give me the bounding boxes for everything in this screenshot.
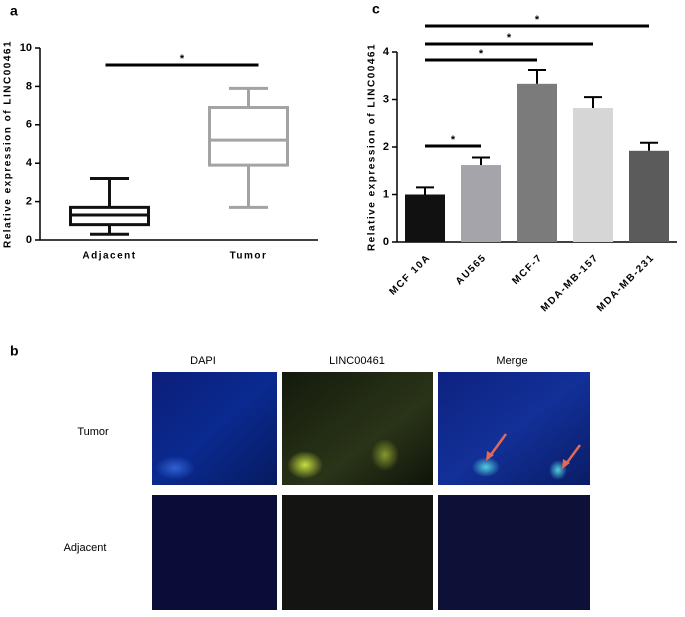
significance-label: * bbox=[535, 14, 540, 26]
x-tick-label: MDA-MB-231 bbox=[595, 252, 657, 314]
x-tick-label: MDA-MB-157 bbox=[539, 252, 601, 314]
y-tick-label: 3 bbox=[383, 93, 389, 105]
y-tick-label: 4 bbox=[383, 46, 390, 58]
y-tick-label: 6 bbox=[26, 119, 32, 131]
arrow bbox=[564, 444, 582, 465]
significance-label: * bbox=[451, 134, 456, 146]
x-tick-label: Adjacent bbox=[82, 251, 136, 262]
column-label: DAPI bbox=[190, 355, 216, 367]
image-dapi-adjacent bbox=[152, 495, 277, 610]
box bbox=[208, 106, 289, 167]
arrow-head bbox=[486, 451, 494, 461]
x-tick-label: AU565 bbox=[454, 252, 489, 287]
image-detail bbox=[472, 457, 500, 477]
panel-label: b bbox=[10, 343, 19, 359]
image-detail bbox=[287, 451, 323, 479]
column-label: Merge bbox=[496, 355, 527, 367]
image-detail bbox=[371, 439, 399, 471]
image-merge-tumor bbox=[438, 372, 590, 485]
bar bbox=[629, 150, 669, 242]
panel-label: c bbox=[372, 1, 380, 17]
y-tick-label: 2 bbox=[26, 196, 32, 208]
panel-label: a bbox=[10, 3, 18, 19]
image-detail bbox=[155, 456, 195, 480]
bar bbox=[461, 165, 501, 242]
y-axis-label: Relative expression of LINC00461 bbox=[367, 43, 378, 251]
y-tick-label: 0 bbox=[383, 236, 389, 248]
y-tick-label: 10 bbox=[20, 42, 32, 54]
image-linc-adjacent bbox=[282, 495, 433, 610]
y-tick-label: 8 bbox=[26, 80, 32, 92]
y-tick-label: 2 bbox=[383, 141, 389, 153]
x-tick-label: MCF 10A bbox=[388, 252, 433, 297]
y-tick-label: 1 bbox=[383, 188, 389, 200]
x-tick-label: MCF-7 bbox=[510, 252, 545, 287]
bar bbox=[517, 83, 557, 242]
y-axis-label: Relative expression of LINC00461 bbox=[3, 40, 14, 248]
bar bbox=[573, 108, 613, 242]
arrow-head bbox=[562, 459, 570, 469]
image-grid bbox=[152, 372, 590, 610]
y-tick-label: 4 bbox=[26, 157, 33, 169]
image-merge-adjacent bbox=[438, 495, 590, 610]
column-label: LINC00461 bbox=[329, 355, 385, 367]
x-tick-label: Tumor bbox=[230, 251, 268, 262]
significance-label: * bbox=[507, 32, 512, 44]
y-tick-label: 0 bbox=[26, 234, 32, 246]
row-label: Adjacent bbox=[64, 542, 107, 554]
row-label: Tumor bbox=[77, 426, 109, 438]
significance-label: * bbox=[180, 53, 185, 65]
significance-label: * bbox=[479, 48, 484, 60]
bar bbox=[405, 194, 445, 242]
arrow bbox=[488, 433, 508, 457]
